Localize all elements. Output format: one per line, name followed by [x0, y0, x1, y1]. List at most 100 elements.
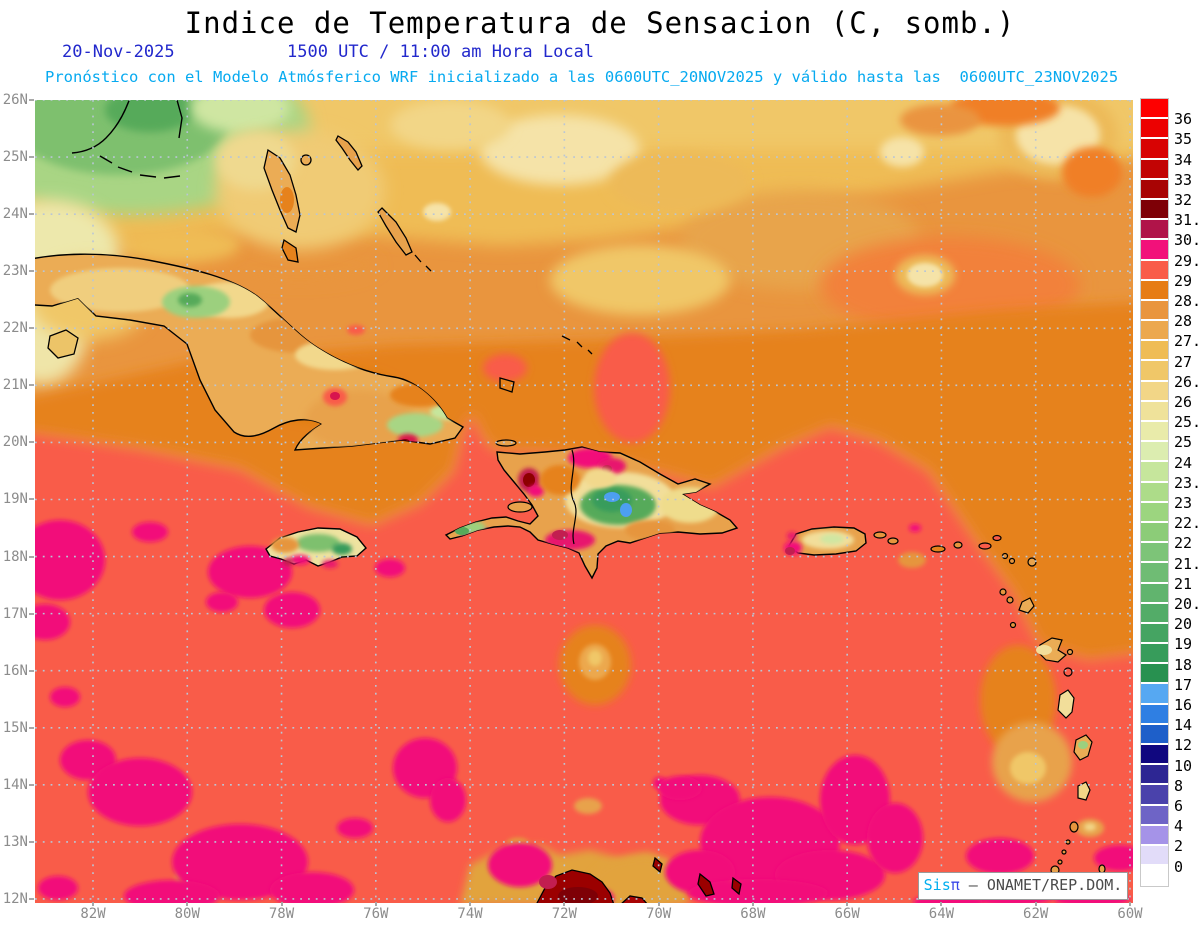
legend-value-label: 29.7 [1174, 251, 1200, 270]
legend-value-label: 14 [1174, 716, 1193, 735]
legend-value-label: 23 [1174, 494, 1193, 512]
lon-tick-label: 62W [1023, 906, 1049, 922]
legend-color-box [1141, 644, 1168, 665]
legend-color-box [1141, 381, 1168, 402]
northeast-orange-streaks [820, 100, 1122, 333]
lon-tick [751, 902, 754, 906]
map-layers [35, 100, 1133, 903]
puerto-rico [784, 526, 867, 556]
lat-tick [29, 441, 34, 444]
color-scale-legend [1141, 99, 1168, 887]
lon-tick [1034, 902, 1037, 906]
legend-value-label: 29 [1174, 271, 1193, 290]
legend-color-box [1141, 280, 1168, 301]
legend-color-box [1141, 462, 1168, 483]
legend-color-box [1141, 139, 1168, 160]
lat-tick-label: 21N [2, 377, 28, 394]
legend-value-label: 20 [1174, 615, 1193, 634]
legend-value-label: 19 [1174, 635, 1193, 654]
lat-tick-label: 17N [2, 605, 28, 622]
legend-value-label: 28 [1174, 312, 1193, 331]
legend-value-label: 34 [1174, 150, 1193, 169]
lat-tick-label: 15N [2, 719, 28, 736]
lat-tick-label: 19N [2, 491, 28, 508]
lat-tick-label: 26N [2, 92, 28, 108]
legend-value-label: 33 [1174, 170, 1193, 189]
legend-color-box [1141, 341, 1168, 362]
legend-color-box [1141, 422, 1168, 443]
lat-tick [29, 783, 34, 786]
legend-value-label: 12 [1174, 736, 1193, 755]
legend-color-box [1141, 502, 1168, 523]
time-label: 1500 UTC / 11:00 am Hora Local [287, 42, 595, 62]
legend-value-label: 25 [1174, 433, 1193, 452]
lat-tick [29, 726, 34, 729]
lon-tick [563, 902, 566, 906]
legend-value-label: 16 [1174, 696, 1193, 714]
lat-tick [29, 498, 34, 501]
legend-value-label: 31.5 [1174, 211, 1200, 230]
lon-tick-label: 70W [645, 906, 672, 922]
legend-value-label: 18 [1174, 655, 1193, 674]
legend-color-box [1141, 179, 1168, 200]
page-title: Indice de Temperatura de Sensacion (C, s… [184, 6, 1016, 40]
legend-value-label: 27.5 [1174, 332, 1200, 351]
legend-value-label: 36 [1174, 110, 1193, 129]
legend-value-label: 22.5 [1174, 514, 1200, 533]
legend-value-label: 28.5 [1174, 292, 1200, 310]
legend-color-box [1141, 482, 1168, 503]
hispaniola [444, 439, 739, 580]
legend-color-box [1141, 866, 1168, 887]
weather-map [35, 100, 1133, 903]
heat-index-map-canvas [35, 100, 1133, 903]
lat-tick [29, 384, 34, 387]
watermark-brand: Sis [923, 876, 951, 894]
lat-tick [29, 270, 34, 273]
legend-color-box [1141, 119, 1168, 140]
florida [71, 100, 183, 179]
legend-color-box [1141, 785, 1168, 806]
legend-color-box [1141, 563, 1168, 584]
legend-color-box [1141, 704, 1168, 725]
legend-color-box [1141, 260, 1168, 281]
legend-value-label: 26.5 [1174, 372, 1200, 391]
lon-tick-label: 76W [363, 906, 389, 922]
lon-tick [1128, 902, 1131, 906]
lat-tick [29, 156, 34, 159]
legend-color-box [1141, 745, 1168, 766]
lon-tick [469, 902, 472, 906]
legend-color-box [1141, 805, 1168, 826]
legend-color-box [1141, 159, 1168, 180]
legend-color-box [1141, 664, 1168, 685]
legend-color-box [1141, 845, 1168, 867]
legend-color-box [1141, 522, 1168, 544]
legend-color-box [1141, 724, 1168, 745]
lat-tick-label: 23N [2, 263, 28, 280]
lat-tick [29, 327, 34, 330]
bahamas [263, 135, 593, 393]
legend-color-box [1141, 220, 1168, 241]
watermark-separator: – [959, 876, 987, 894]
legend-color-box [1141, 825, 1168, 846]
watermark: Sisπ – ONAMET/REP.DOM. [918, 872, 1128, 900]
lat-tick-label: 25N [2, 149, 28, 166]
lon-tick-label: 72W [551, 906, 577, 922]
lat-tick [29, 555, 34, 558]
legend-value-label: 22 [1174, 534, 1193, 553]
legend-value-label: 24 [1174, 453, 1193, 472]
legend-color-box [1141, 684, 1168, 705]
lon-tick-label: 74W [457, 906, 483, 922]
legend-value-label: 35 [1174, 130, 1193, 149]
legend-value-label: 8 [1174, 776, 1184, 795]
date-label: 20-Nov-2025 [62, 42, 175, 62]
lat-tick-label: 14N [2, 776, 28, 793]
lat-tick-label: 24N [2, 206, 28, 223]
lat-tick [29, 99, 34, 101]
legend-color-box [1141, 361, 1168, 382]
legend-value-label: 21 [1174, 574, 1193, 593]
legend-color-box [1141, 765, 1168, 786]
lat-tick-label: 22N [2, 320, 28, 337]
legend-color-box [1141, 442, 1168, 463]
lon-tick-label: 60W [1117, 906, 1143, 922]
